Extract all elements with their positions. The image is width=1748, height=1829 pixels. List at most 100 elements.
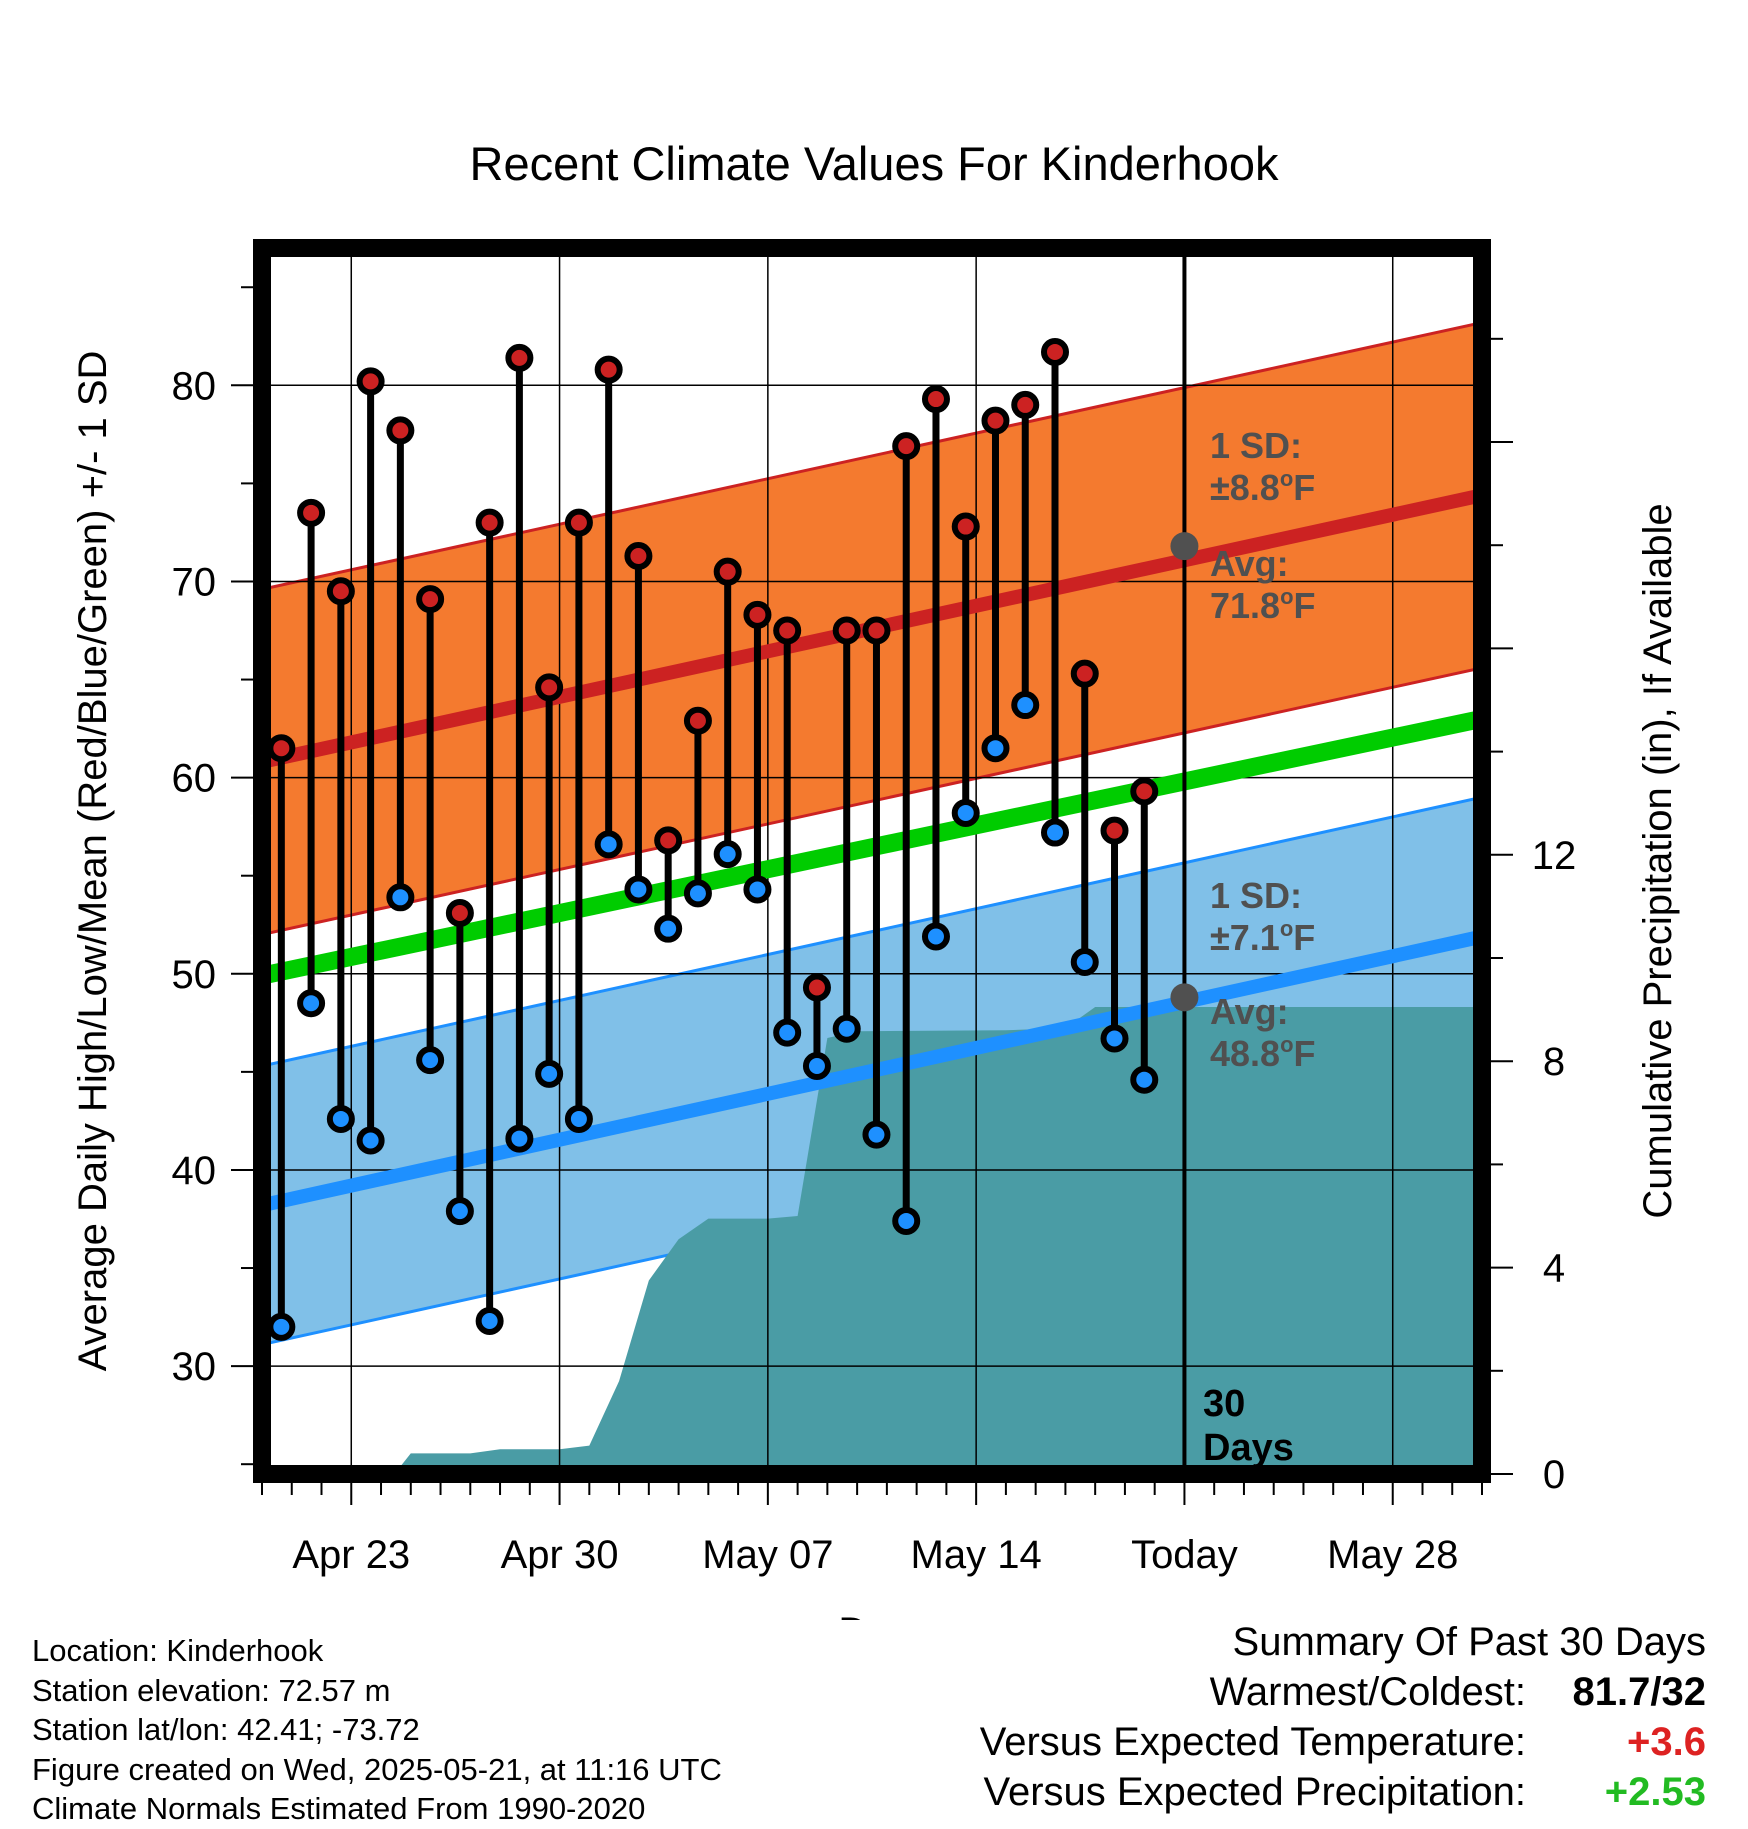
- day-low-point-13: [654, 914, 683, 943]
- day-high-point-29: [1130, 777, 1159, 806]
- day-low-point-19: [832, 1014, 861, 1043]
- day-high-point-15: [713, 557, 742, 586]
- temp-value: +3.6: [1627, 1720, 1706, 1764]
- day-high-point-8: [505, 343, 534, 372]
- day-low-point-12: [624, 875, 653, 904]
- day-low-point-5: [416, 1046, 445, 1075]
- day-high-point-25: [1011, 390, 1040, 419]
- day-low-point-23: [951, 798, 980, 827]
- day-low-point-0: [267, 1312, 296, 1341]
- day-low-point-18: [802, 1051, 831, 1080]
- high-sd-band-lower-edge: [262, 666, 1482, 937]
- day-low-point-25: [1011, 691, 1040, 720]
- day-high-point-0: [267, 734, 296, 763]
- high-avg-value: 71.8oF: [1210, 584, 1316, 626]
- y2-tick-label-12: 12: [1532, 834, 1577, 878]
- created-text: Figure created on Wed, 2025-05-21, at 11…: [32, 1751, 722, 1787]
- summary-heading-row: Summary Of Past 30 Days: [980, 1620, 1706, 1670]
- day-low-point-10: [564, 1104, 593, 1133]
- daily-high-low-bars: [267, 337, 1159, 1341]
- high-sd-label: 1 SD:: [1210, 425, 1302, 466]
- y2-tick-label-4: 4: [1543, 1247, 1565, 1291]
- day-high-point-14: [683, 706, 712, 735]
- x-tick-label-0: Apr 23: [292, 1533, 410, 1577]
- days-word: Days: [1203, 1427, 1294, 1469]
- day-high-point-21: [892, 432, 921, 461]
- day-low-point-28: [1100, 1024, 1129, 1053]
- day-high-point-5: [416, 585, 445, 614]
- day-low-point-26: [1041, 818, 1069, 847]
- day-high-point-6: [445, 898, 474, 927]
- high-sd-band-upper-edge: [262, 321, 1482, 591]
- y-tick-label-30: 30: [172, 1345, 217, 1389]
- x-tick-label-4: Today: [1131, 1533, 1238, 1577]
- day-low-point-17: [773, 1018, 802, 1047]
- today-marker-line: [1170, 248, 1199, 1474]
- plot-frame: [253, 239, 1491, 1483]
- normal-low-line: [262, 929, 1482, 1213]
- y-tick-label-50: 50: [172, 953, 217, 997]
- day-high-point-23: [951, 512, 980, 541]
- day-low-point-22: [921, 922, 950, 951]
- day-high-point-16: [743, 600, 772, 629]
- day-low-point-16: [743, 875, 772, 904]
- day-high-point-3: [356, 367, 385, 396]
- warm-cold-value: 81.7/32: [1572, 1670, 1706, 1714]
- day-high-point-1: [297, 498, 326, 527]
- today-high-avg-dot: [1170, 532, 1199, 561]
- x-tick-label-3: May 14: [911, 1533, 1042, 1577]
- station-info: Location: Kinderhook Station elevation: …: [32, 1631, 722, 1829]
- summary-heading: Summary Of Past 30 Days: [1232, 1620, 1706, 1664]
- day-high-point-22: [921, 385, 950, 414]
- y-tick-label-60: 60: [172, 757, 217, 801]
- day-high-point-11: [594, 355, 623, 384]
- normals-text: Climate Normals Estimated From 1990-2020: [32, 1791, 646, 1826]
- day-high-point-13: [654, 826, 683, 855]
- day-high-point-28: [1100, 816, 1129, 845]
- day-low-point-4: [386, 883, 415, 912]
- normal-mean-line: [262, 709, 1482, 985]
- high-avg-label: Avg:: [1210, 543, 1289, 584]
- day-low-point-29: [1130, 1065, 1159, 1094]
- day-high-point-20: [862, 616, 891, 645]
- climate-chart: Recent Climate Values For Kinderhook 1 S…: [71, 137, 1680, 1620]
- day-high-point-18: [802, 973, 831, 1002]
- low-avg-label: Avg:: [1210, 991, 1289, 1032]
- day-low-point-11: [594, 830, 623, 859]
- summary-panel: Summary Of Past 30 Days Warmest/Coldest:…: [980, 1620, 1706, 1820]
- day-high-point-9: [535, 673, 564, 702]
- day-high-point-26: [1041, 337, 1069, 366]
- location-text: Location: Kinderhook: [32, 1633, 324, 1668]
- warm-cold-row: Warmest/Coldest: 81.7/32: [980, 1670, 1706, 1720]
- elevation-text: Station elevation: 72.57 m: [32, 1672, 391, 1708]
- chart-title: Recent Climate Values For Kinderhook: [470, 137, 1279, 190]
- warm-cold-label: Warmest/Coldest:: [1209, 1670, 1526, 1714]
- day-low-point-9: [535, 1059, 564, 1088]
- day-high-point-12: [624, 541, 653, 570]
- precip-value: +2.53: [1604, 1770, 1706, 1814]
- day-low-point-8: [505, 1124, 534, 1153]
- y2-tick-label-0: 0: [1543, 1453, 1565, 1497]
- day-high-point-19: [832, 616, 861, 645]
- high-sd-value: ±8.8oF: [1210, 466, 1315, 508]
- y2-axis-label: Cumulative Precipitation (in), If Availa…: [1636, 503, 1680, 1218]
- x-tick-label-1: Apr 30: [501, 1533, 619, 1577]
- precip-cumulative-area: [394, 1007, 1482, 1474]
- day-low-point-20: [862, 1120, 891, 1149]
- day-low-point-21: [892, 1206, 921, 1235]
- y-tick-label-70: 70: [172, 560, 217, 604]
- day-low-point-24: [981, 734, 1010, 763]
- latlon-text: Station lat/lon: 42.41; -73.72: [32, 1712, 420, 1747]
- day-high-point-10: [564, 508, 593, 537]
- axes: 30 40 50 60 70 80 0 4 8 12 Apr 23 Apr 30 May 07 May 1…: [172, 286, 1577, 1577]
- chart-annotations: 1 SD: ±8.8oF Avg: 71.8oF 1 SD: ±7.1oF Av…: [1203, 425, 1316, 1469]
- low-sd-value: ±7.1oF: [1210, 916, 1315, 958]
- day-low-point-3: [356, 1126, 385, 1155]
- y-tick-label-40: 40: [172, 1149, 217, 1193]
- days-count: 30: [1203, 1383, 1245, 1425]
- day-low-point-2: [326, 1104, 355, 1133]
- today-low-avg-dot: [1170, 983, 1199, 1012]
- day-low-point-15: [713, 840, 742, 869]
- x-tick-label-2: May 07: [702, 1533, 833, 1577]
- day-low-point-6: [445, 1197, 474, 1226]
